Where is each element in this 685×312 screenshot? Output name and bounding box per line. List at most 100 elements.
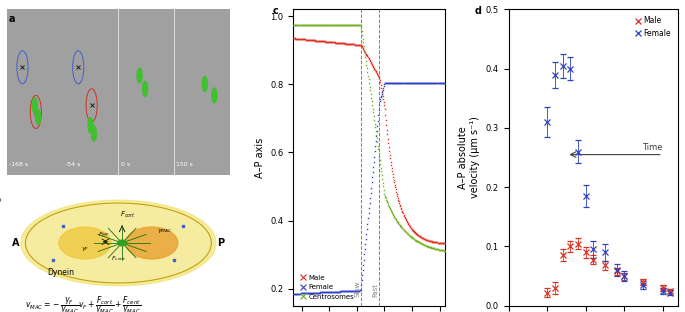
Point [330, 22, 341, 27]
Point [390, 217, 401, 222]
Point [329, 22, 340, 27]
Point [350, 288, 361, 293]
Point [350, 288, 361, 293]
Point [318, 39, 329, 44]
Point [387, 169, 398, 174]
Point [421, 243, 432, 248]
Point [315, 39, 326, 44]
Point [414, 234, 425, 239]
Point [324, 22, 335, 27]
Point [399, 213, 410, 218]
Point [319, 39, 329, 44]
Bar [119, 9, 173, 175]
Point [342, 41, 353, 46]
Point [425, 238, 436, 243]
Point [427, 239, 438, 244]
Point [364, 80, 375, 85]
Point [407, 227, 418, 232]
Point [312, 290, 323, 295]
Point [329, 22, 340, 27]
Point [301, 291, 312, 296]
Point [433, 247, 444, 252]
Point [317, 290, 328, 295]
Point [399, 81, 410, 86]
Point [311, 290, 322, 295]
Point [319, 22, 329, 27]
Point [432, 247, 443, 252]
Point [436, 248, 447, 253]
Point [291, 22, 302, 27]
Point [373, 74, 384, 79]
Point [315, 290, 326, 295]
Point [352, 288, 363, 293]
Point [406, 235, 417, 240]
Point [297, 22, 308, 27]
Point [288, 36, 299, 41]
Point [347, 288, 358, 293]
Point [377, 91, 388, 96]
Point [372, 72, 383, 77]
Point [325, 22, 336, 27]
Point [423, 244, 434, 249]
Point [358, 36, 369, 41]
Point [393, 81, 403, 86]
Point [306, 22, 317, 27]
Point [426, 239, 437, 244]
Point [361, 231, 372, 236]
Point [386, 207, 397, 212]
Point [321, 22, 332, 27]
Point [353, 288, 364, 293]
Point [299, 291, 310, 296]
Point [354, 288, 365, 293]
Point [417, 81, 428, 86]
Point [434, 240, 445, 245]
Point [432, 81, 443, 86]
Point [375, 85, 386, 90]
Point [426, 245, 437, 250]
Point [398, 212, 409, 217]
Point [301, 22, 312, 27]
Point [292, 291, 303, 296]
Point [324, 39, 335, 44]
Point [393, 197, 404, 202]
Point [425, 81, 436, 86]
Point [298, 22, 309, 27]
Point [329, 40, 340, 45]
Point [293, 36, 304, 41]
Point [358, 267, 369, 272]
Point [393, 220, 403, 225]
Point [294, 22, 305, 27]
Point [402, 221, 413, 226]
Point [366, 103, 377, 108]
Point [408, 81, 419, 86]
Point [338, 289, 349, 294]
Point [310, 22, 321, 27]
Point [405, 234, 416, 239]
Point [413, 233, 424, 238]
Point [434, 247, 445, 252]
Point [429, 246, 440, 251]
Point [366, 175, 377, 180]
Point [370, 139, 381, 144]
Point [334, 41, 345, 46]
Point [338, 22, 349, 27]
Point [348, 42, 359, 47]
Circle shape [117, 240, 127, 246]
Point [352, 288, 363, 293]
Point [430, 81, 441, 86]
Point [332, 40, 342, 45]
Point [292, 22, 303, 27]
Point [437, 81, 448, 86]
Y-axis label: A–P absolute
velocity (μm s⁻¹): A–P absolute velocity (μm s⁻¹) [458, 117, 480, 198]
Point [395, 202, 406, 207]
Point [376, 88, 387, 93]
Point [292, 36, 303, 41]
Circle shape [202, 76, 208, 91]
Point [350, 22, 361, 27]
Point [349, 22, 360, 27]
Point [317, 290, 328, 295]
Point [413, 81, 424, 86]
Point [364, 59, 375, 64]
Point [293, 291, 304, 296]
Point [351, 42, 362, 47]
